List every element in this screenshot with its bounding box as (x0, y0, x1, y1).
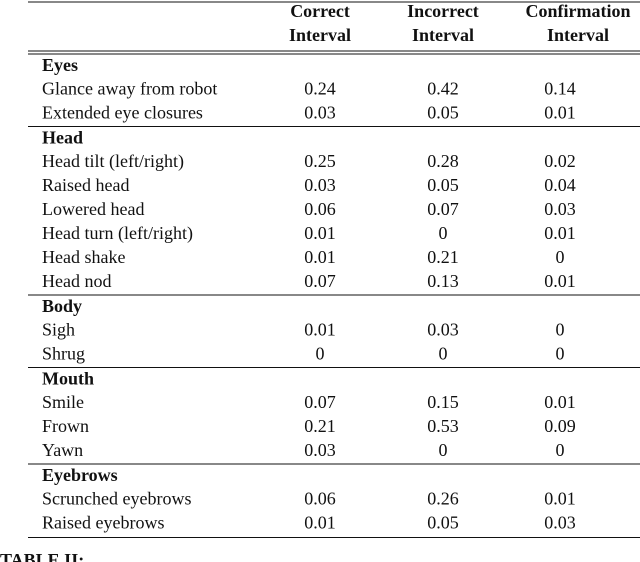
cell-value: 0.21 (427, 247, 459, 267)
cell-value: 0.03 (304, 440, 336, 460)
row-label: Head nod (42, 271, 111, 291)
cell-value: 0.42 (427, 79, 459, 99)
row-label: Yawn (42, 440, 83, 460)
cell-value: 0.01 (304, 320, 336, 340)
cell-value: 0.04 (544, 175, 576, 195)
group-label: Body (42, 296, 82, 316)
cell-value: 0.05 (427, 513, 459, 533)
row-label: Raised eyebrows (42, 513, 164, 533)
cell-value: 0 (556, 247, 565, 267)
cell-value: 0.15 (427, 392, 459, 412)
row-label: Raised head (42, 175, 129, 195)
cell-value: 0.25 (304, 151, 336, 171)
cell-value: 0.01 (304, 513, 336, 533)
cell-value: 0.03 (304, 103, 336, 123)
cell-value: 0.09 (544, 416, 576, 436)
cell-value: 0 (439, 223, 448, 243)
group-label: Eyes (42, 55, 78, 75)
cell-value: 0.01 (544, 103, 576, 123)
cell-value: 0.07 (304, 392, 336, 412)
cell-value: 0.13 (427, 271, 459, 291)
row-label: Frown (42, 416, 89, 436)
cell-value: 0.28 (427, 151, 459, 171)
caption: TABLE II: (0, 550, 84, 562)
cell-value: 0.06 (304, 199, 336, 219)
cell-value: 0.01 (304, 247, 336, 267)
cell-value: 0.07 (427, 199, 459, 219)
cell-value: 0.24 (304, 79, 336, 99)
cell-value: 0.03 (544, 199, 576, 219)
column-header: Correct (290, 1, 350, 21)
cell-value: 0.05 (427, 175, 459, 195)
cell-value: 0.03 (427, 320, 459, 340)
row-label: Glance away from robot (42, 79, 217, 99)
cell-value: 0 (439, 440, 448, 460)
cell-value: 0.21 (304, 416, 336, 436)
cell-value: 0 (316, 344, 325, 364)
row-label: Sigh (42, 320, 75, 340)
cell-value: 0.02 (544, 151, 576, 171)
cell-value: 0.01 (544, 223, 576, 243)
cell-value: 0.05 (427, 103, 459, 123)
cell-value: 0.03 (544, 513, 576, 533)
cell-value: 0 (556, 440, 565, 460)
cell-value: 0 (439, 344, 448, 364)
column-header: Incorrect (407, 1, 479, 21)
row-label: Shrug (42, 344, 85, 364)
cell-value: 0.01 (304, 223, 336, 243)
cell-value: 0.26 (427, 489, 459, 509)
column-header: Confirmation (526, 1, 631, 21)
group-label: Mouth (42, 369, 94, 389)
row-label: Extended eye closures (42, 103, 203, 123)
row-label: Scrunched eyebrows (42, 489, 191, 509)
cell-value: 0.03 (304, 175, 336, 195)
group-label: Eyebrows (42, 465, 118, 485)
group-label: Head (42, 128, 83, 148)
cell-value: 0.53 (427, 416, 459, 436)
row-label: Head tilt (left/right) (42, 151, 184, 172)
row-label: Smile (42, 392, 84, 412)
cell-value: 0 (556, 320, 565, 340)
row-label: Lowered head (42, 199, 144, 219)
row-label: Head shake (42, 247, 125, 267)
cell-value: 0.14 (544, 79, 576, 99)
cell-value: 0.01 (544, 392, 576, 412)
column-header: Interval (547, 25, 609, 45)
cell-value: 0.01 (544, 271, 576, 291)
cell-value: 0.01 (544, 489, 576, 509)
column-header: Interval (289, 25, 351, 45)
column-header: Interval (412, 25, 474, 45)
cell-value: 0 (556, 344, 565, 364)
cell-value: 0.06 (304, 489, 336, 509)
cell-value: 0.07 (304, 271, 336, 291)
row-label: Head turn (left/right) (42, 223, 193, 244)
